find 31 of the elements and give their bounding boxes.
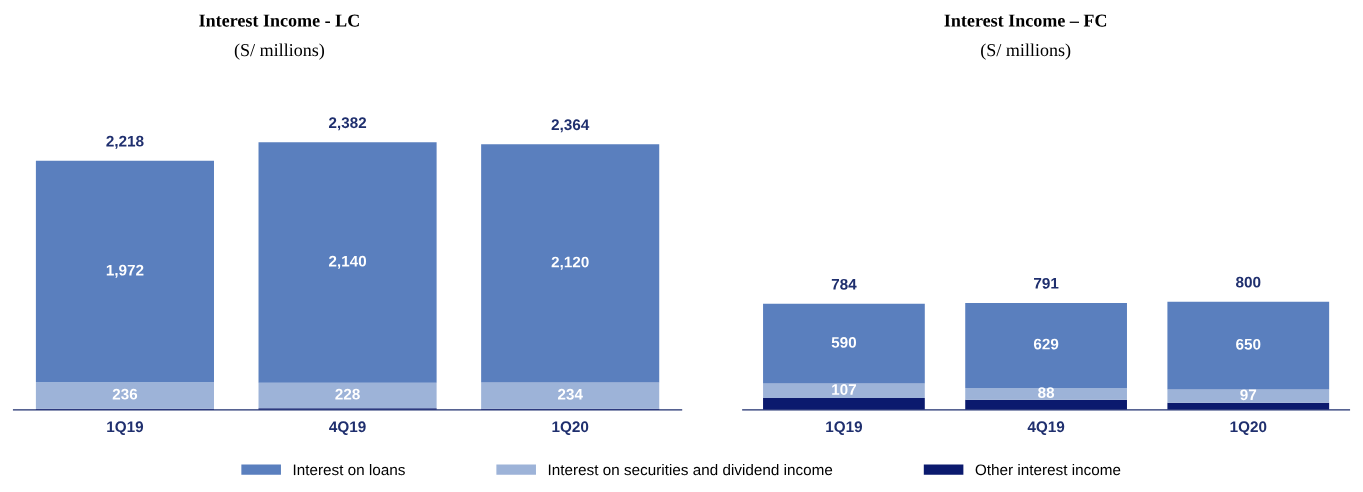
chart-subtitle: (S/ millions) [234, 43, 325, 60]
x-tick-label: 1Q19 [826, 421, 863, 436]
data-label: 107 [832, 384, 856, 395]
legend-label: Interest on loans [293, 464, 405, 476]
x-tick-label: 1Q19 [107, 421, 144, 436]
data-label: 2,140 [328, 255, 367, 269]
chart-title: Interest Income - LC [199, 14, 359, 27]
total-label: 784 [831, 278, 857, 290]
total-label: 791 [1034, 277, 1059, 289]
data-label: 236 [112, 388, 138, 400]
data-label: 88 [1038, 387, 1055, 398]
data-label: 228 [335, 388, 360, 400]
data-label: 2,120 [551, 256, 589, 270]
total-label: 800 [1236, 276, 1261, 288]
x-tick-label: 4Q19 [1027, 421, 1065, 436]
x-tick-label: 1Q20 [1230, 421, 1267, 436]
data-label: 97 [1240, 389, 1257, 401]
data-label: 590 [831, 337, 857, 348]
total-label: 2,218 [106, 135, 144, 149]
data-label: 629 [1033, 338, 1059, 350]
x-tick-label: 4Q19 [329, 421, 366, 436]
total-label: 2,364 [551, 119, 590, 133]
total-label: 2,382 [328, 117, 367, 131]
data-label: 650 [1236, 338, 1261, 350]
legend-label: Interest on securities and dividend income [548, 464, 833, 476]
legend-label: Other interest income [975, 464, 1121, 476]
chart-subtitle: (S/ millions) [981, 43, 1071, 60]
data-label: 234 [557, 388, 583, 400]
chart-title: Interest Income – FC [944, 14, 1107, 27]
x-tick-label: 1Q20 [552, 421, 589, 436]
data-label: 1,972 [106, 264, 144, 278]
